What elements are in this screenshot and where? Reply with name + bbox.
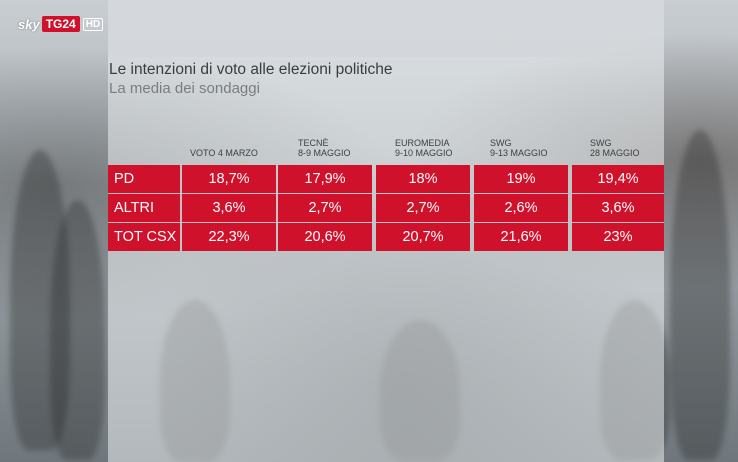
- table-row: TOT CSX 22,3% 20,6% 20,7% 21,6% 23%: [108, 223, 664, 251]
- table-cell: 3,6%: [182, 194, 276, 222]
- column-header-date: 28 MAGGIO: [590, 148, 640, 158]
- table-cell: 21,6%: [474, 223, 568, 251]
- column-header-date: VOTO 4 MARZO: [190, 148, 258, 158]
- row-label: ALTRI: [108, 194, 180, 222]
- column-header-date: 9-13 MAGGIO: [490, 148, 548, 158]
- column-header-source: SWG: [590, 138, 612, 148]
- table-cell: 18%: [376, 165, 470, 193]
- chart-subtitle: La media dei sondaggi: [109, 80, 260, 97]
- table-cell: 20,7%: [376, 223, 470, 251]
- crowd-figure: [10, 150, 70, 450]
- column-header: VOTO 4 MARZO: [190, 138, 286, 158]
- column-header-source: EUROMEDIA: [395, 138, 450, 148]
- table-row: PD 18,7% 17,9% 18% 19% 19,4%: [108, 165, 664, 193]
- chart-title: Le intenzioni di voto alle elezioni poli…: [109, 61, 393, 78]
- row-label: TOT CSX: [108, 223, 180, 251]
- column-header-date: 8-9 MAGGIO: [298, 148, 351, 158]
- sky-tg24-logo: sky TG24 HD: [18, 16, 104, 32]
- column-header: SWG 9-13 MAGGIO: [490, 138, 586, 158]
- table-cell: 2,7%: [376, 194, 470, 222]
- table-cell: 2,6%: [474, 194, 568, 222]
- table-cell: 23%: [572, 223, 664, 251]
- column-header: TECNÈ 8-9 MAGGIO: [298, 138, 394, 158]
- table-cell: 19%: [474, 165, 568, 193]
- column-header-source: SWG: [490, 138, 512, 148]
- table-cell: 17,9%: [278, 165, 372, 193]
- table-cell: 20,6%: [278, 223, 372, 251]
- table-cell: 22,3%: [182, 223, 276, 251]
- table-row: ALTRI 3,6% 2,7% 2,7% 2,6% 3,6%: [108, 194, 664, 222]
- panel-header-band: [108, 0, 664, 57]
- logo-tg24-text: TG24: [41, 16, 80, 32]
- column-header: EUROMEDIA 9-10 MAGGIO: [395, 138, 491, 158]
- table-cell: 19,4%: [572, 165, 664, 193]
- table-cell: 2,7%: [278, 194, 372, 222]
- column-header-source: [190, 138, 286, 148]
- logo-hd-badge: HD: [82, 17, 104, 31]
- column-header-date: 9-10 MAGGIO: [395, 148, 453, 158]
- table-cell: 18,7%: [182, 165, 276, 193]
- crowd-figure: [670, 130, 730, 460]
- crowd-figure: [50, 200, 105, 460]
- table-cell: 3,6%: [572, 194, 664, 222]
- row-label: PD: [108, 165, 180, 193]
- column-header-source: TECNÈ: [298, 138, 329, 148]
- column-header: SWG 28 MAGGIO: [590, 138, 686, 158]
- logo-sky-text: sky: [18, 16, 40, 32]
